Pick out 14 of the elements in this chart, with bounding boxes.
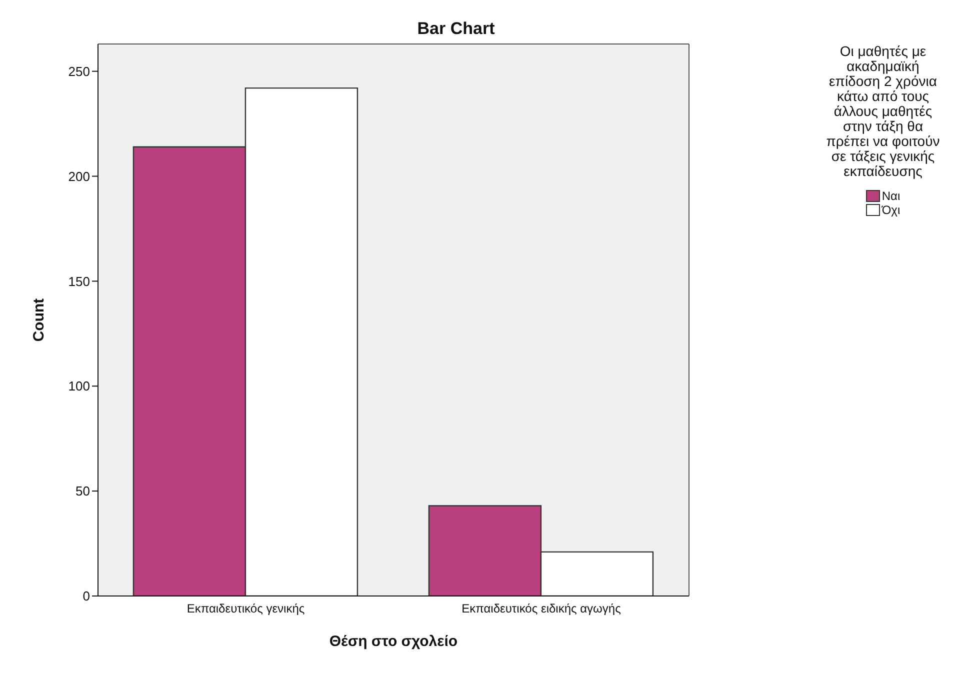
legend-label: Ναι — [882, 189, 900, 203]
x-tick-label: Εκπαιδευτικός ειδικής αγωγής — [462, 602, 622, 616]
y-tick-label: 150 — [68, 274, 90, 289]
text: Οι μαθητές με ακαδημαϊκή επίδοση 2 χρόνια κάτω από τους άλλους μαθητές στην τάξη θα πρέπει να φοιτούν σε τάξεις γενικής εκπαίδευσης — [826, 43, 940, 179]
y-tick-label: 250 — [68, 64, 90, 79]
y-axis-title: Count — [30, 298, 48, 342]
x-tick-label: Εκπαιδευτικός γενικής — [186, 602, 305, 616]
y-tick-label: 50 — [76, 484, 90, 499]
legend-label: Όχι — [882, 203, 900, 217]
chart-title: Bar Chart — [417, 19, 496, 38]
y-tick-label: 100 — [68, 378, 90, 394]
y-tick-label: 200 — [68, 168, 90, 184]
x-axis-title: Θέση στο σχολείο — [329, 633, 458, 650]
y-tick-label: 0 — [82, 588, 90, 604]
